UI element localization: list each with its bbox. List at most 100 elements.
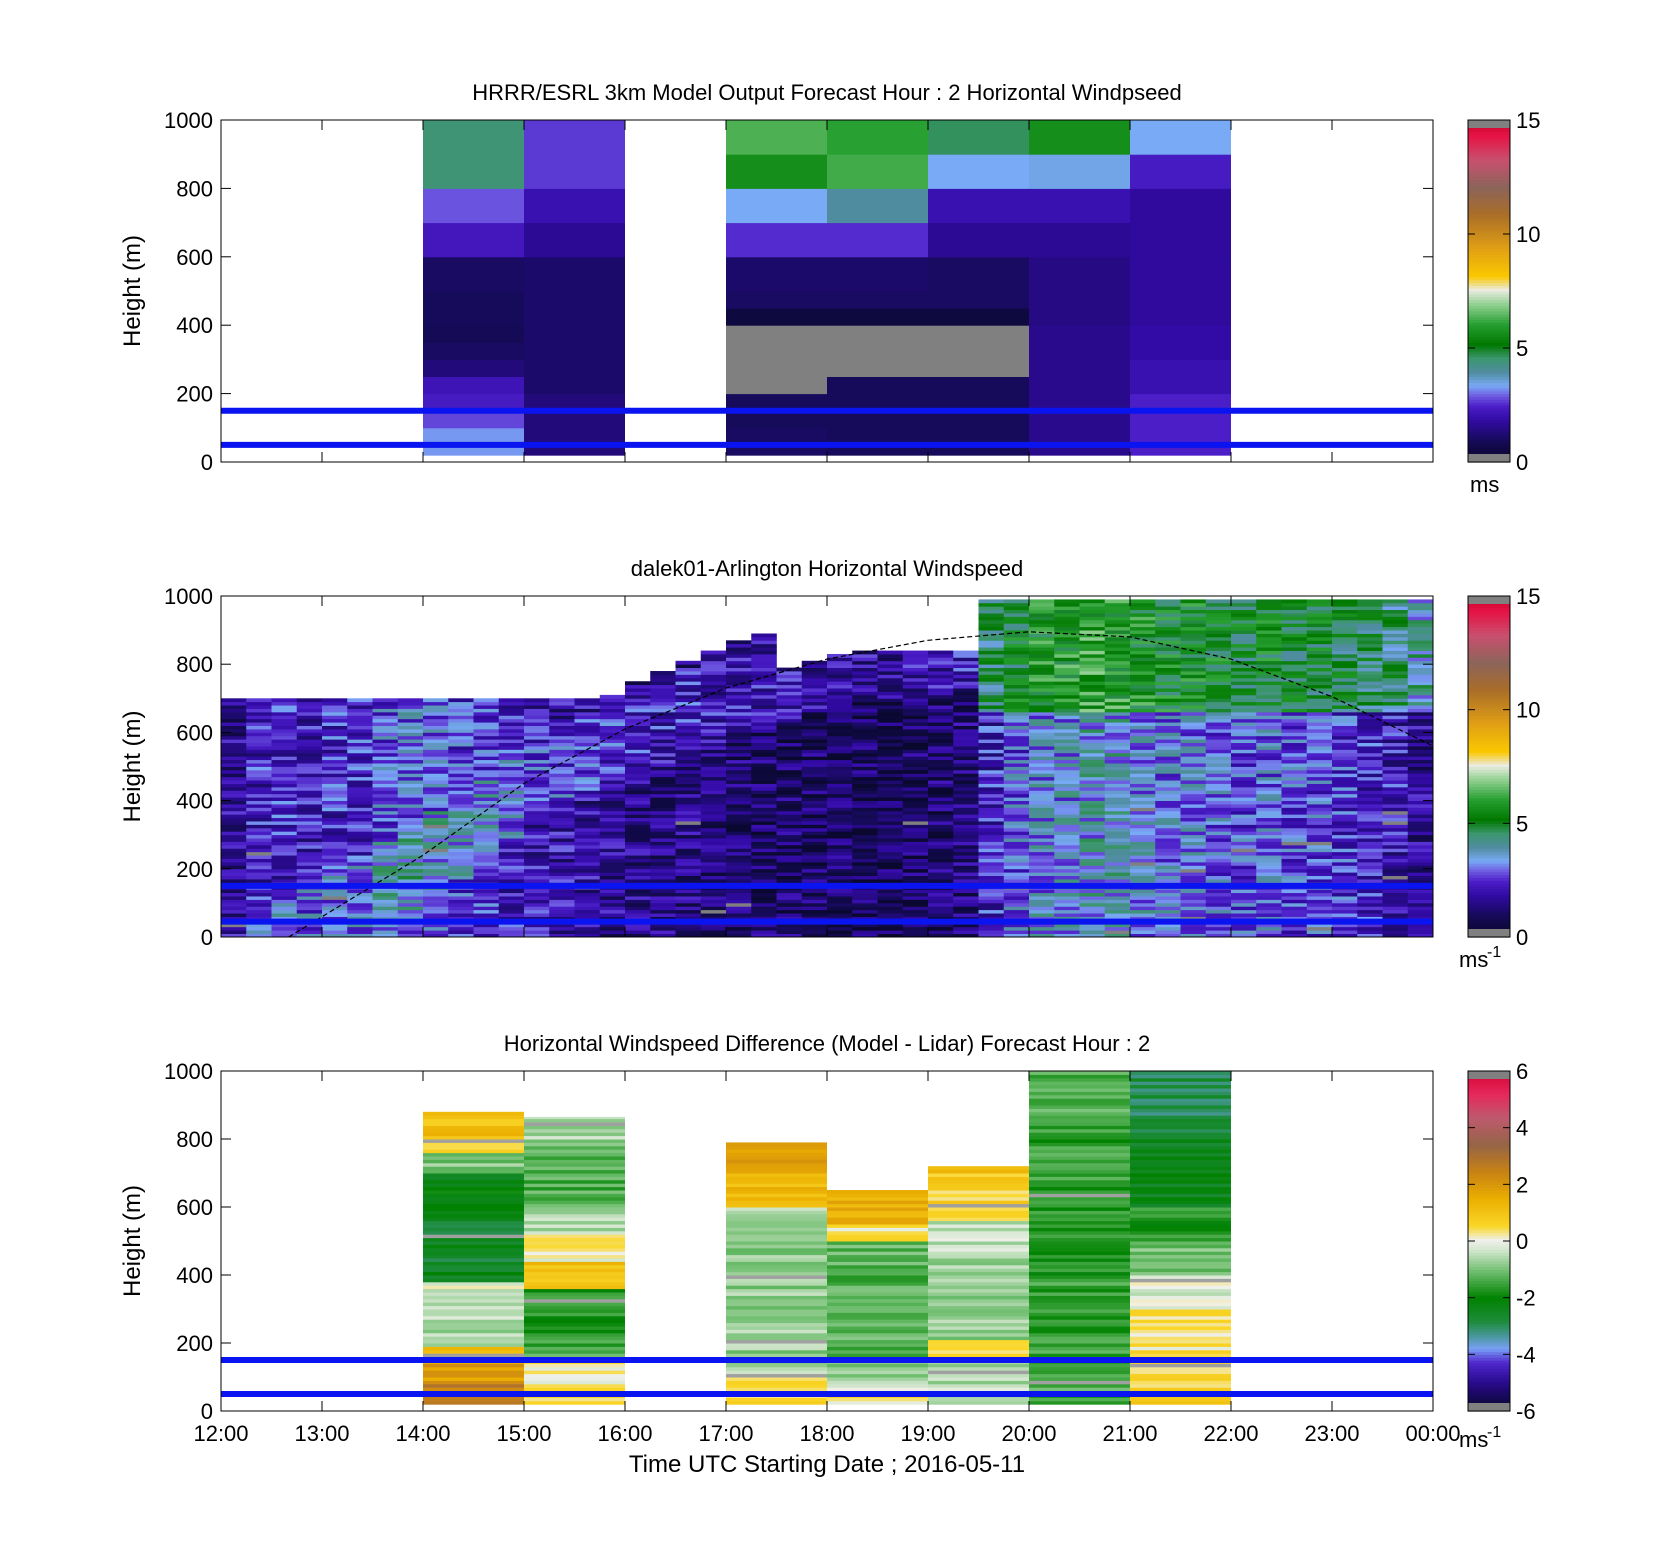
heatmap-cell	[751, 691, 777, 696]
heatmap-cell	[1029, 769, 1055, 774]
heatmap-cell	[473, 902, 500, 907]
heatmap-cell	[801, 786, 828, 791]
heatmap-cell	[423, 776, 449, 781]
heatmap-cell	[650, 688, 676, 692]
heatmap-cell	[928, 831, 954, 836]
heatmap-cell	[801, 838, 828, 842]
heatmap-cell	[599, 783, 626, 788]
heatmap-cell	[1306, 879, 1333, 883]
heatmap-cell	[524, 752, 550, 757]
heatmap-cell	[1357, 718, 1383, 723]
heatmap-cell	[1003, 619, 1030, 624]
heatmap-cell	[423, 1176, 524, 1181]
heatmap-cell	[801, 916, 828, 921]
heatmap-cell	[751, 834, 777, 839]
heatmap-cell	[1104, 616, 1131, 621]
heatmap-cell	[827, 701, 853, 706]
heatmap-cell	[1205, 630, 1232, 634]
heatmap-cell	[625, 749, 651, 754]
heatmap-cell	[1079, 616, 1106, 621]
heatmap-cell	[473, 923, 500, 928]
heatmap-cell	[827, 838, 853, 842]
heatmap-cell	[1104, 875, 1131, 880]
heatmap-cell	[1357, 879, 1383, 883]
heatmap-cell	[524, 1264, 625, 1269]
heatmap-cell	[372, 827, 399, 832]
heatmap-cell	[1029, 1142, 1130, 1147]
heatmap-cell	[852, 756, 878, 761]
heatmap-cell	[599, 844, 626, 849]
heatmap-cell	[1079, 902, 1106, 907]
heatmap-cell	[1180, 913, 1207, 917]
heatmap-cell	[1104, 657, 1131, 662]
heatmap-cell	[1256, 647, 1282, 651]
heatmap-cell	[953, 657, 979, 662]
heatmap-cell	[1281, 674, 1308, 679]
heatmap-cell	[827, 851, 853, 856]
heatmap-cell	[700, 831, 727, 836]
heatmap-cell	[1281, 671, 1308, 675]
heatmap-cell	[296, 834, 323, 839]
heatmap-cell	[549, 834, 575, 839]
heatmap-cell	[524, 1261, 625, 1266]
heatmap-cell	[801, 824, 828, 829]
heatmap-cell	[827, 671, 853, 675]
heatmap-cell	[1231, 817, 1257, 822]
heatmap-cell	[498, 708, 525, 713]
heatmap-cell	[524, 1210, 625, 1215]
heatmap-cell	[1155, 599, 1181, 604]
heatmap-cell	[1306, 732, 1333, 737]
heatmap-cell	[776, 766, 803, 771]
heatmap-cell	[1029, 913, 1055, 917]
heatmap-cell	[1231, 896, 1257, 900]
heatmap-cell	[801, 698, 828, 703]
heatmap-cell	[599, 909, 626, 914]
heatmap-cell	[246, 759, 272, 764]
colorbar-tick-label: 15	[1516, 584, 1540, 609]
heatmap-cell	[599, 763, 626, 767]
heatmap-cell	[1029, 1370, 1130, 1375]
heatmap-cell	[1306, 735, 1333, 740]
colorbar-segment	[1468, 382, 1510, 386]
heatmap-cell	[675, 902, 702, 907]
heatmap-cell	[827, 1244, 928, 1249]
heatmap-cell	[1357, 694, 1383, 699]
heatmap-cell	[1104, 606, 1131, 611]
heatmap-cell	[271, 783, 298, 788]
heatmap-cell	[1180, 684, 1207, 689]
heatmap-cell	[347, 858, 373, 863]
heatmap-cell	[1306, 906, 1333, 911]
heatmap-cell	[1130, 889, 1156, 894]
heatmap-cell	[423, 448, 524, 456]
heatmap-cell	[549, 814, 575, 819]
colorbar-segment	[1468, 749, 1510, 753]
heatmap-cell	[877, 763, 904, 767]
heatmap-cell	[776, 671, 803, 675]
heatmap-cell	[1130, 841, 1156, 846]
heatmap-cell	[1155, 831, 1181, 836]
heatmap-cell	[1407, 766, 1434, 771]
heatmap-cell	[877, 718, 904, 723]
heatmap-cell	[322, 855, 348, 859]
heatmap-cell	[322, 889, 348, 894]
heatmap-cell	[423, 1264, 524, 1269]
heatmap-cell	[751, 844, 777, 849]
heatmap-cell	[221, 848, 247, 853]
heatmap-cell	[1256, 780, 1282, 784]
heatmap-cell	[221, 868, 247, 873]
heatmap-cell	[1029, 1145, 1130, 1150]
heatmap-cell	[574, 735, 601, 740]
heatmap-cell	[1231, 749, 1257, 754]
heatmap-cell	[423, 735, 449, 740]
heatmap-cell	[978, 746, 1005, 750]
heatmap-cell	[1130, 671, 1156, 675]
heatmap-cell	[1357, 793, 1383, 798]
heatmap-cell	[1332, 776, 1358, 781]
heatmap-cell	[574, 718, 601, 723]
heatmap-cell	[1281, 831, 1308, 836]
heatmap-cell	[372, 872, 399, 877]
heatmap-cell	[524, 1268, 625, 1273]
heatmap-cell	[1407, 814, 1434, 819]
heatmap-cell	[574, 899, 601, 904]
heatmap-cell	[221, 705, 247, 709]
